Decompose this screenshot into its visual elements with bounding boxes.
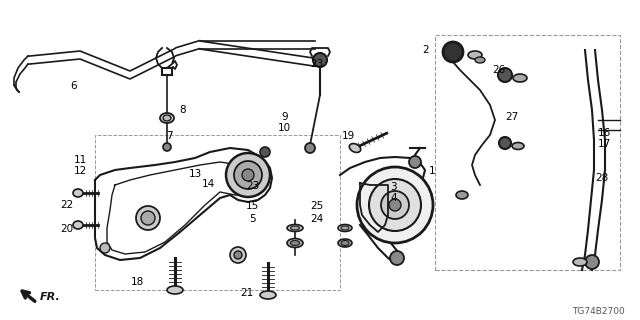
Text: 23: 23 (246, 180, 259, 191)
Text: 20: 20 (61, 224, 74, 234)
Circle shape (499, 137, 511, 149)
Ellipse shape (167, 286, 183, 294)
Text: FR.: FR. (40, 292, 61, 302)
Circle shape (443, 42, 463, 62)
Circle shape (100, 243, 110, 253)
Ellipse shape (468, 51, 482, 59)
Text: 23: 23 (310, 59, 323, 69)
Ellipse shape (341, 241, 349, 245)
Text: 11: 11 (74, 155, 86, 165)
Circle shape (234, 161, 262, 189)
Ellipse shape (456, 191, 468, 199)
Text: 13: 13 (189, 169, 202, 180)
Circle shape (136, 206, 160, 230)
Text: 21: 21 (240, 288, 253, 298)
Circle shape (498, 68, 512, 82)
Circle shape (381, 191, 409, 219)
Circle shape (409, 156, 421, 168)
Text: 16: 16 (598, 128, 611, 138)
Ellipse shape (291, 241, 300, 245)
Text: 14: 14 (202, 179, 214, 189)
Circle shape (313, 53, 327, 67)
Ellipse shape (260, 291, 276, 299)
Text: 22: 22 (61, 200, 74, 210)
Text: TG74B2700: TG74B2700 (572, 308, 625, 316)
Text: 7: 7 (166, 131, 173, 141)
Ellipse shape (475, 57, 485, 63)
Text: 19: 19 (342, 131, 355, 141)
Ellipse shape (338, 239, 352, 247)
Circle shape (242, 169, 254, 181)
Ellipse shape (512, 142, 524, 149)
Text: 9: 9 (282, 112, 288, 122)
Ellipse shape (163, 115, 171, 121)
Text: 17: 17 (598, 139, 611, 149)
Ellipse shape (73, 189, 83, 197)
Ellipse shape (291, 226, 300, 230)
Text: 24: 24 (310, 214, 323, 224)
Circle shape (163, 143, 171, 151)
Ellipse shape (338, 225, 352, 231)
Text: 8: 8 (179, 105, 186, 116)
Ellipse shape (573, 258, 587, 266)
Circle shape (226, 153, 270, 197)
Text: 5: 5 (250, 214, 256, 224)
Text: 27: 27 (506, 112, 518, 122)
Ellipse shape (341, 226, 349, 230)
Circle shape (390, 251, 404, 265)
Circle shape (260, 147, 270, 157)
Circle shape (141, 211, 155, 225)
Text: 4: 4 (390, 193, 397, 204)
Text: 1: 1 (429, 166, 435, 176)
Circle shape (369, 179, 421, 231)
Circle shape (230, 247, 246, 263)
Text: 26: 26 (493, 65, 506, 76)
Text: 18: 18 (131, 276, 144, 287)
Text: 28: 28 (595, 172, 608, 183)
Ellipse shape (513, 74, 527, 82)
Text: 10: 10 (278, 123, 291, 133)
Ellipse shape (160, 113, 174, 123)
Text: 12: 12 (74, 166, 86, 176)
Text: 15: 15 (246, 201, 259, 212)
Text: 6: 6 (70, 81, 77, 92)
Text: 25: 25 (310, 201, 323, 212)
Circle shape (585, 255, 599, 269)
Ellipse shape (287, 238, 303, 247)
Ellipse shape (287, 225, 303, 231)
Text: 3: 3 (390, 182, 397, 192)
Ellipse shape (73, 221, 83, 229)
Circle shape (389, 199, 401, 211)
Text: 2: 2 (422, 44, 429, 55)
Ellipse shape (349, 144, 361, 152)
Circle shape (305, 143, 315, 153)
Circle shape (234, 251, 242, 259)
Circle shape (357, 167, 433, 243)
